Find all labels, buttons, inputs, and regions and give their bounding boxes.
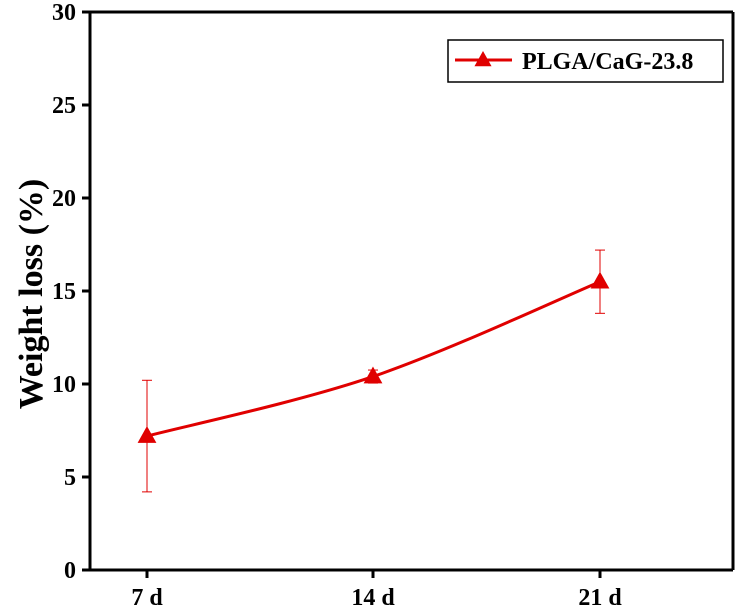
- y-tick-label-4: 20: [52, 186, 76, 212]
- legend-label: PLGA/CaG-23.8: [522, 49, 693, 75]
- data-point-2: [590, 271, 610, 289]
- series-line: [146, 280, 601, 438]
- y-tick-label-2: 10: [52, 372, 76, 398]
- data-point-0: [137, 426, 157, 443]
- legend: PLGA/CaG-23.8: [447, 39, 724, 83]
- x-tick-label-1: 14 d: [351, 585, 395, 610]
- y-tick-label-3: 15: [52, 279, 76, 305]
- y-tick-label-0: 0: [64, 558, 76, 584]
- plot-area: 0 5 10 15 20 25 30 7 d 14 d 21 d: [52, 0, 735, 610]
- x-tick-label-0: 7 d: [131, 585, 163, 610]
- y-tick-label-6: 30: [52, 0, 76, 26]
- y-tick-label-1: 5: [64, 465, 76, 491]
- legend-marker: [474, 51, 492, 67]
- y-axis-label: Weight loss (%): [13, 179, 50, 409]
- data-point-1: [363, 366, 383, 384]
- x-tick-label-2: 21 d: [578, 585, 622, 610]
- y-tick-label-5: 25: [52, 93, 76, 119]
